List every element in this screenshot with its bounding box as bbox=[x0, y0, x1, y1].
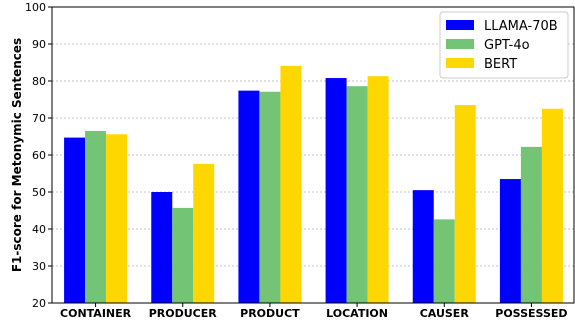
bar-gpt-4o-producer bbox=[172, 208, 193, 303]
bar-gpt-4o-possessed bbox=[521, 147, 542, 303]
bar-bert-container bbox=[106, 134, 127, 303]
y-tick-label: 60 bbox=[32, 149, 46, 162]
y-axis-label: F1-score for Metonymic Sentences bbox=[10, 38, 24, 272]
y-tick-label: 90 bbox=[32, 38, 46, 51]
legend-swatch bbox=[446, 58, 474, 68]
x-tick-label: PRODUCER bbox=[149, 307, 218, 320]
legend-label: GPT-4o bbox=[484, 38, 530, 53]
x-tick-label: POSSESSED bbox=[495, 307, 567, 320]
bar-llama-70b-producer bbox=[151, 192, 172, 303]
bar-llama-70b-possessed bbox=[500, 179, 521, 303]
x-tick-label: PRODUCT bbox=[240, 307, 300, 320]
bar-llama-70b-causer bbox=[413, 190, 434, 303]
bar-bert-possessed bbox=[542, 109, 563, 303]
bar-llama-70b-product bbox=[238, 91, 259, 303]
x-tick-label: CAUSER bbox=[420, 307, 470, 320]
bar-llama-70b-location bbox=[326, 78, 347, 303]
y-tick-label: 40 bbox=[32, 223, 46, 236]
y-tick-label: 50 bbox=[32, 186, 46, 199]
bars bbox=[64, 66, 563, 303]
bar-llama-70b-container bbox=[64, 138, 85, 303]
bar-gpt-4o-container bbox=[85, 131, 106, 303]
bar-bert-product bbox=[280, 66, 301, 303]
bar-bert-location bbox=[368, 76, 389, 303]
legend: LLAMA-70B GPT-4o BERT bbox=[440, 12, 568, 78]
x-axis-ticks: CONTAINER PRODUCER PRODUCT LOCATION CAUSER PO… bbox=[60, 303, 568, 320]
y-tick-label: 30 bbox=[32, 260, 46, 273]
bar-bert-causer bbox=[455, 105, 476, 303]
legend-swatch bbox=[446, 39, 474, 49]
y-tick-label: 70 bbox=[32, 112, 46, 125]
bar-gpt-4o-location bbox=[347, 86, 368, 303]
y-axis-ticks: 20 30 40 50 60 70 80 90 100 bbox=[25, 1, 52, 310]
bar-bert-producer bbox=[193, 164, 214, 303]
legend-label: BERT bbox=[484, 57, 517, 72]
y-tick-label: 80 bbox=[32, 75, 46, 88]
legend-label: LLAMA-70B bbox=[484, 19, 558, 34]
bar-gpt-4o-causer bbox=[434, 219, 455, 303]
y-tick-label: 20 bbox=[32, 297, 46, 310]
legend-swatch bbox=[446, 20, 474, 30]
x-tick-label: LOCATION bbox=[326, 307, 388, 320]
x-tick-label: CONTAINER bbox=[60, 307, 132, 320]
bar-gpt-4o-product bbox=[259, 92, 280, 303]
y-tick-label: 100 bbox=[25, 1, 46, 14]
